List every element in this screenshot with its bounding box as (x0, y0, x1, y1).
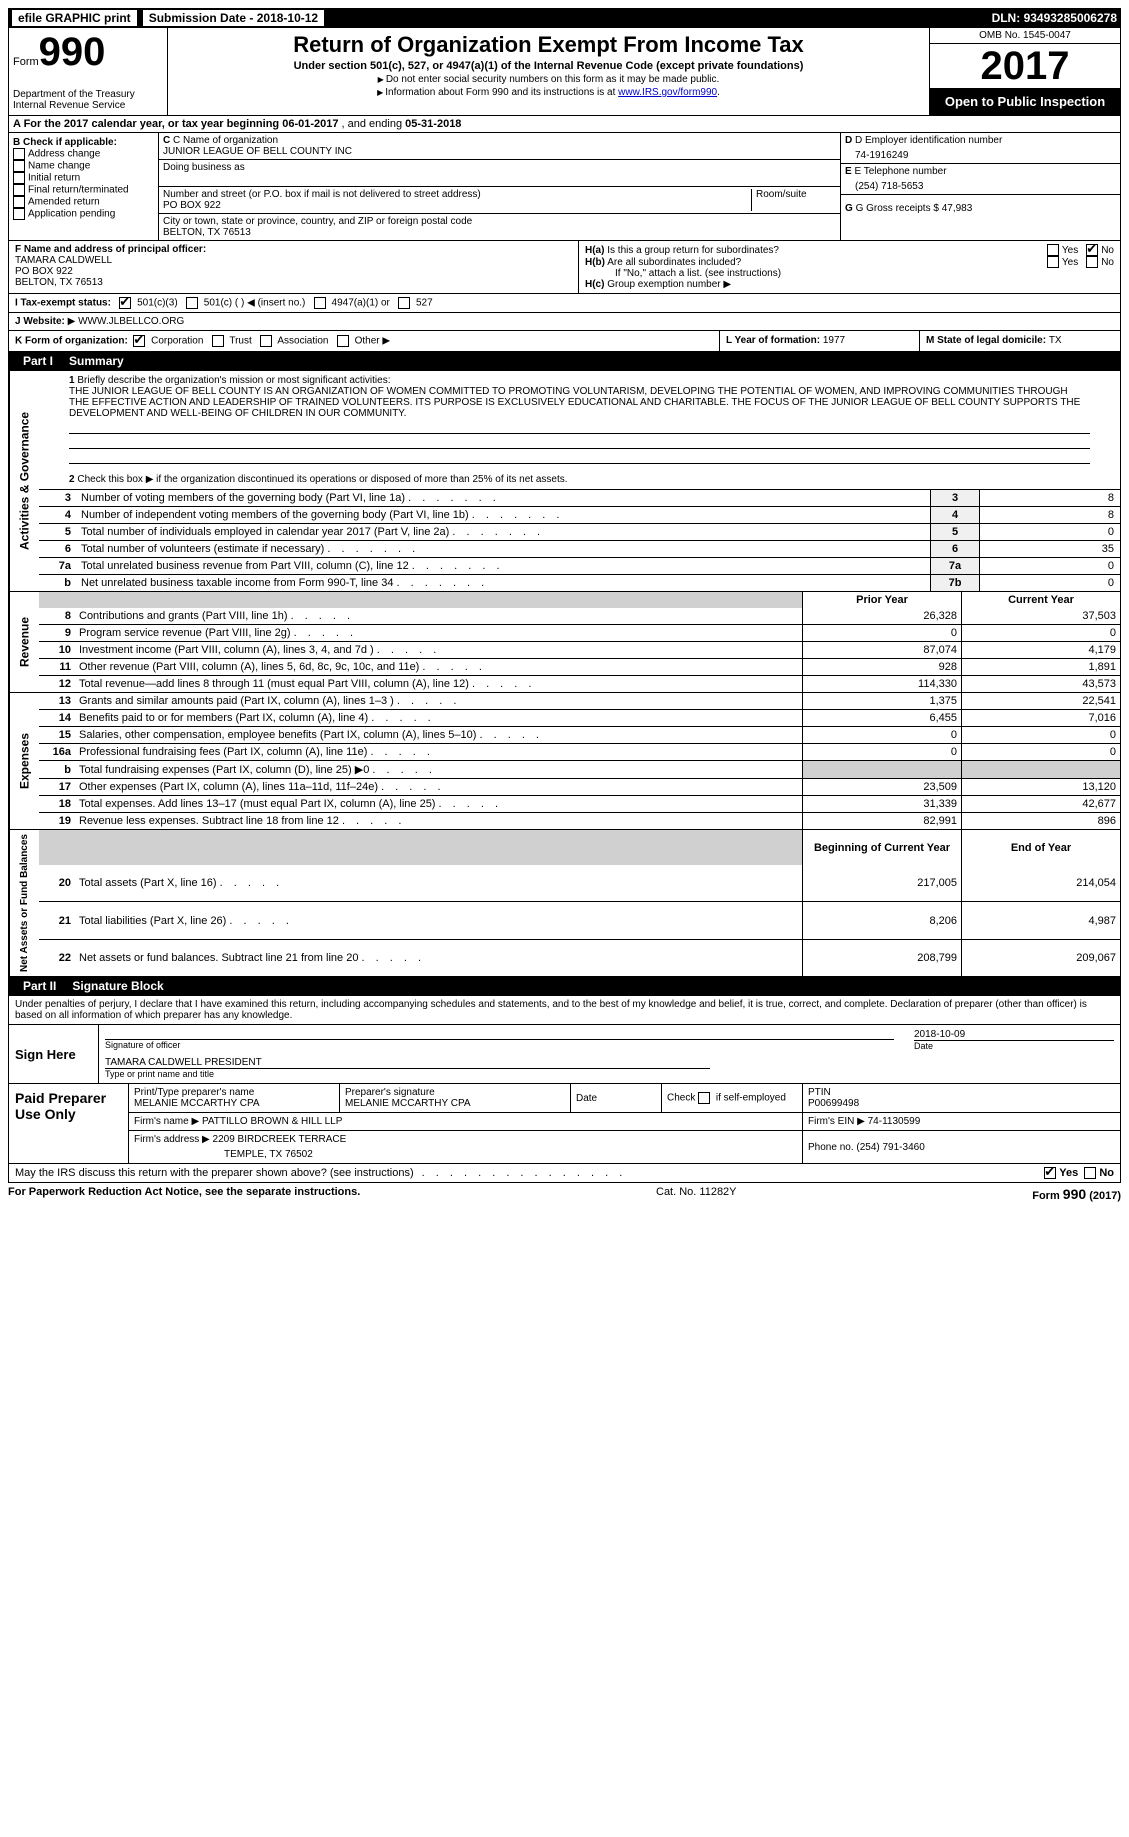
table-row: 10Investment income (Part VIII, column (… (39, 642, 1120, 659)
row-j: J Website: ▶ WWW.JLBELLCO.ORG (8, 313, 1121, 331)
irs-link[interactable]: www.IRS.gov/form990 (618, 87, 717, 98)
checkbox-hb-no[interactable] (1086, 256, 1098, 268)
table-row: 22Net assets or fund balances. Subtract … (39, 940, 1120, 977)
table-row: 20Total assets (Part X, line 16) . . . .… (39, 865, 1120, 902)
header-grid: B Check if applicable: Address change Na… (8, 133, 1121, 241)
table-row: 3Number of voting members of the governi… (39, 490, 1120, 507)
table-row: 7aTotal unrelated business revenue from … (39, 558, 1120, 575)
checkbox-527[interactable] (398, 297, 410, 309)
table-row: 4Number of independent voting members of… (39, 507, 1120, 524)
part1-header: Part I Summary (8, 352, 1121, 371)
checkbox-corporation[interactable] (133, 335, 145, 347)
org-city: BELTON, TX 76513 (163, 227, 836, 238)
efile-badge: efile GRAPHIC print (12, 10, 137, 26)
checkbox-other[interactable] (337, 335, 349, 347)
omb-number: OMB No. 1545-0047 (930, 28, 1120, 44)
tax-year: 2017 (930, 44, 1120, 88)
top-bar: efile GRAPHIC print Submission Date - 20… (8, 8, 1121, 28)
checkbox-ha-no[interactable] (1086, 244, 1098, 256)
website: WWW.JLBELLCO.ORG (78, 316, 184, 327)
part1-revenue: Revenue Prior YearCurrent Year 8Contribu… (8, 592, 1121, 693)
expenses-table: 13Grants and similar amounts paid (Part … (39, 693, 1120, 829)
submission-badge: Submission Date - 2018-10-12 (143, 10, 324, 26)
signature-block: Under penalties of perjury, I declare th… (8, 996, 1121, 1164)
row-fh: F Name and address of principal officer:… (8, 241, 1121, 294)
table-row: 16aProfessional fundraising fees (Part I… (39, 744, 1120, 761)
checkbox-initial-return[interactable] (13, 172, 25, 184)
ein: 74-1916249 (845, 146, 1116, 161)
checkbox-address-change[interactable] (13, 148, 25, 160)
part2-header: Part II Signature Block (8, 977, 1121, 996)
checkbox-501c[interactable] (186, 297, 198, 309)
checkbox-trust[interactable] (212, 335, 224, 347)
table-row: 19Revenue less expenses. Subtract line 1… (39, 813, 1120, 830)
form-number: 990 (39, 30, 106, 74)
row-a-tax-year: A For the 2017 calendar year, or tax yea… (8, 116, 1121, 133)
table-row: 17Other expenses (Part IX, column (A), l… (39, 779, 1120, 796)
dln: DLN: 93493285006278 (992, 11, 1117, 25)
checkbox-discuss-no[interactable] (1084, 1167, 1096, 1179)
box-e: E E Telephone number (254) 718-5653 (841, 164, 1120, 195)
netassets-table: Beginning of Current YearEnd of Year 20T… (39, 830, 1120, 976)
box-b: B Check if applicable: Address change Na… (9, 133, 159, 240)
checkbox-self-employed[interactable] (698, 1092, 710, 1104)
org-name: JUNIOR LEAGUE OF BELL COUNTY INC (163, 146, 836, 157)
table-row: 14Benefits paid to or for members (Part … (39, 710, 1120, 727)
table-row: 12Total revenue—add lines 8 through 11 (… (39, 676, 1120, 693)
form-title: Return of Organization Exempt From Incom… (176, 32, 921, 58)
table-row: 21Total liabilities (Part X, line 26) . … (39, 902, 1120, 940)
box-d: D D Employer identification number 74-19… (841, 133, 1120, 164)
part1-netassets: Net Assets or Fund Balances Beginning of… (8, 830, 1121, 977)
table-row: 13Grants and similar amounts paid (Part … (39, 693, 1120, 710)
mission-text: THE JUNIOR LEAGUE OF BELL COUNTY IS AN O… (69, 386, 1090, 419)
page-footer: For Paperwork Reduction Act Notice, see … (8, 1183, 1121, 1205)
box-h: H(a) Is this a group return for subordin… (579, 241, 1120, 293)
checkbox-association[interactable] (260, 335, 272, 347)
governance-table: 3Number of voting members of the governi… (39, 489, 1120, 591)
checkbox-application-pending[interactable] (13, 208, 25, 220)
checkbox-4947[interactable] (314, 297, 326, 309)
row-i: I Tax-exempt status: 501(c)(3) 501(c) ( … (8, 294, 1121, 313)
part1-governance: Activities & Governance 1 Briefly descri… (8, 371, 1121, 592)
box-c: C C Name of organization JUNIOR LEAGUE O… (159, 133, 840, 240)
box-g: G G Gross receipts $ 47,983 (841, 195, 1120, 216)
table-row: 6Total number of volunteers (estimate if… (39, 541, 1120, 558)
checkbox-final-return[interactable] (13, 184, 25, 196)
part1-expenses: Expenses 13Grants and similar amounts pa… (8, 693, 1121, 830)
checkbox-name-change[interactable] (13, 160, 25, 172)
open-inspection: Open to Public Inspection (930, 88, 1120, 115)
paid-preparer: Paid Preparer Use Only Print/Type prepar… (9, 1083, 1120, 1163)
phone: (254) 718-5653 (845, 177, 1116, 192)
form-header: Form990 Department of the Treasury Inter… (8, 28, 1121, 116)
org-street: PO BOX 922 (163, 200, 751, 211)
discuss-row: May the IRS discuss this return with the… (8, 1164, 1121, 1183)
table-row: 18Total expenses. Add lines 13–17 (must … (39, 796, 1120, 813)
table-row: 11Other revenue (Part VIII, column (A), … (39, 659, 1120, 676)
revenue-table: Prior YearCurrent Year 8Contributions an… (39, 592, 1120, 692)
table-row: bNet unrelated business taxable income f… (39, 575, 1120, 592)
table-row: 15Salaries, other compensation, employee… (39, 727, 1120, 744)
checkbox-hb-yes[interactable] (1047, 256, 1059, 268)
checkbox-501c3[interactable] (119, 297, 131, 309)
checkbox-ha-yes[interactable] (1047, 244, 1059, 256)
table-row: 5Total number of individuals employed in… (39, 524, 1120, 541)
checkbox-discuss-yes[interactable] (1044, 1167, 1056, 1179)
row-klm: K Form of organization: Corporation Trus… (8, 331, 1121, 352)
table-row: 9Program service revenue (Part VIII, lin… (39, 625, 1120, 642)
checkbox-amended-return[interactable] (13, 196, 25, 208)
table-row: bTotal fundraising expenses (Part IX, co… (39, 761, 1120, 779)
box-f: F Name and address of principal officer:… (9, 241, 579, 293)
table-row: 8Contributions and grants (Part VIII, li… (39, 608, 1120, 625)
